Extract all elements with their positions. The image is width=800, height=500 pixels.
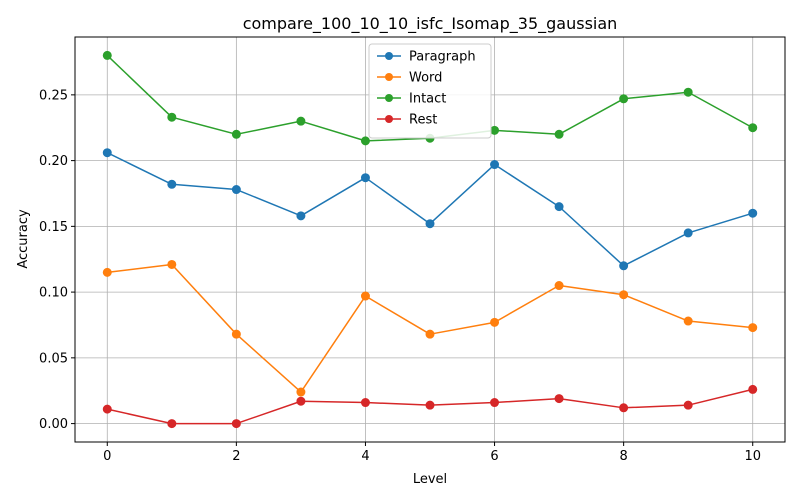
word-data-point [360,291,370,301]
rest-data-point [619,403,629,413]
rest-data-point [296,396,306,406]
word-data-point [683,316,693,326]
intact-data-point [360,136,370,146]
y-tick-label: 0.15 [39,220,68,235]
word-data-point [554,281,564,291]
paragraph-data-point [360,173,370,183]
intact-data-point [490,125,500,135]
paragraph-data-point [167,179,177,189]
legend-box [368,43,492,139]
paragraph-legend-marker [385,52,393,60]
intact-legend-marker [385,94,393,102]
plot-frame [74,36,786,443]
paragraph-data-point [490,160,500,170]
paragraph-series-line [106,152,753,267]
intact-data-point [296,116,306,126]
paragraph-data-point [102,148,112,158]
x-tick-label: 6 [490,449,498,464]
rest-legend-marker [385,115,393,123]
y-tick-label: 0.05 [39,351,68,366]
rest-data-point [360,398,370,408]
word-data-point [167,259,177,269]
intact-data-point [231,129,241,139]
word-data-point [490,317,500,327]
intact-data-point [102,50,112,60]
word-legend-marker [385,73,393,81]
intact-data-point [619,94,629,104]
intact-data-point [167,112,177,122]
rest-data-point [683,400,693,410]
word-data-point [102,267,112,277]
word-data-point [231,329,241,339]
paragraph-data-point [554,202,564,212]
y-tick-label: 0.10 [39,286,68,301]
rest-data-point [425,400,435,410]
legend: Paragraph Word Intact Rest [368,43,492,139]
y-tick-label: 0.25 [39,88,68,103]
x-axis-title: Level [413,472,447,487]
y-tick-label: 0.00 [39,417,68,432]
rest-data-point [102,404,112,414]
intact-data-point [683,87,693,97]
x-tick-label: 2 [232,449,240,464]
paragraph-data-point [748,208,758,218]
rest-legend-label: Rest [409,113,437,128]
y-axis-title: Accuracy [16,209,31,269]
x-tick-label: 0 [103,449,111,464]
paragraph-data-point [619,261,629,271]
ticks-layer: 0 2 4 6 8 10 0.00 0.05 0.10 0.15 0.20 0.25 [39,88,761,464]
series-layer [102,50,758,429]
rest-data-point [748,384,758,394]
rest-data-point [167,419,177,429]
x-tick-label: 10 [744,449,761,464]
paragraph-legend-label: Paragraph [409,50,476,65]
word-data-point [619,290,629,300]
word-series-line [107,263,753,393]
word-data-point [296,387,306,397]
chart-title: compare_100_10_10_isfc_Isomap_35_gaussia… [243,14,618,34]
word-data-point [748,323,758,333]
paragraph-data-point [296,211,306,221]
rest-data-point [490,398,500,408]
word-data-point [425,329,435,339]
paragraph-data-point [425,219,435,229]
word-legend-label: Word [409,71,442,86]
rest-data-point [554,394,564,404]
intact-data-point [748,123,758,133]
paragraph-data-point [683,228,693,238]
x-tick-label: 8 [619,449,627,464]
y-tick-label: 0.20 [39,154,68,169]
intact-data-point [554,129,564,139]
x-tick-label: 4 [361,449,369,464]
intact-legend-label: Intact [409,92,446,107]
rest-data-point [231,419,241,429]
paragraph-data-point [231,185,241,195]
